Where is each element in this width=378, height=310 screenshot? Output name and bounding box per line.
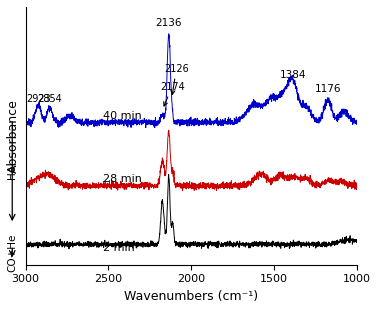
Text: 2923: 2923 [26, 94, 51, 104]
Text: 1384: 1384 [280, 70, 307, 80]
Text: 40 min: 40 min [104, 111, 142, 121]
Text: 1176: 1176 [314, 84, 341, 94]
Text: 28 min: 28 min [104, 174, 142, 184]
Text: 2854: 2854 [37, 94, 62, 104]
Text: 2136: 2136 [155, 18, 182, 28]
Y-axis label: Absorbance: Absorbance [7, 99, 20, 173]
Text: He: He [7, 164, 17, 179]
Text: CO+He: CO+He [7, 234, 17, 272]
X-axis label: Wavenumbers (cm⁻¹): Wavenumbers (cm⁻¹) [124, 290, 258, 303]
Text: 2126: 2126 [164, 64, 189, 95]
Text: 2 min: 2 min [104, 243, 135, 253]
Text: 2174: 2174 [160, 82, 184, 106]
